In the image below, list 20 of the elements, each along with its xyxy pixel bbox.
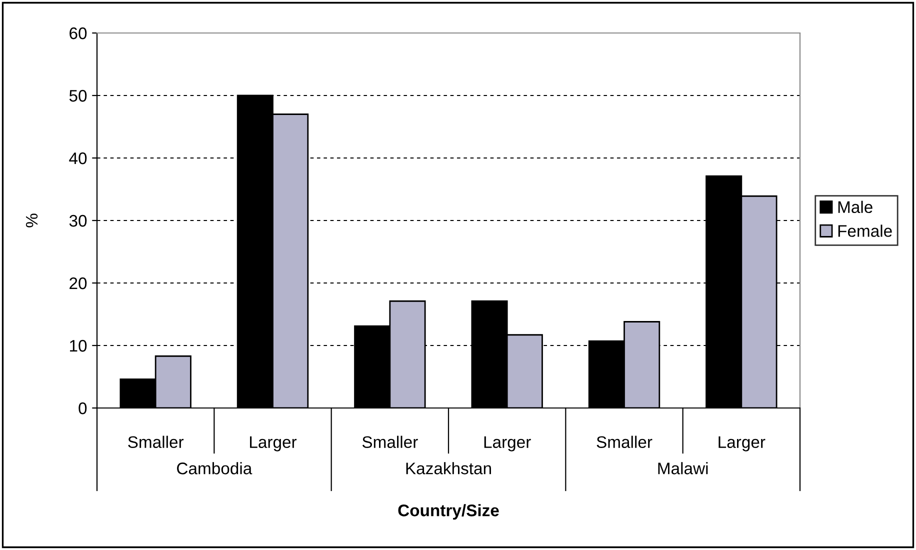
y-tick-label: 0 bbox=[78, 402, 87, 414]
y-tick-label: 50 bbox=[69, 90, 87, 102]
y-axis-title: % bbox=[26, 214, 38, 228]
y-tick-label: 20 bbox=[70, 277, 87, 290]
text: Kazakhstan bbox=[406, 462, 491, 474]
y-tick-label: 40 bbox=[69, 152, 87, 164]
legend-label: Male bbox=[838, 200, 872, 214]
text: Malawi bbox=[658, 462, 708, 474]
x-tick-label: Larger bbox=[250, 436, 297, 452]
y-tick-label: 10 bbox=[70, 340, 87, 352]
x-tick-label: Larger bbox=[718, 436, 766, 452]
x-tick-label: Larger bbox=[484, 436, 531, 452]
y-tick-label: 60 bbox=[70, 27, 87, 40]
x-axis-title: Country/Size bbox=[398, 504, 499, 520]
legend-label: Female bbox=[838, 224, 892, 237]
x-tick-label: Smaller bbox=[362, 436, 418, 448]
text: Cambodia bbox=[177, 462, 252, 474]
x-tick-label: Smaller bbox=[596, 436, 652, 448]
x-tick-label: Smaller bbox=[128, 436, 184, 448]
y-tick-label: 30 bbox=[69, 214, 87, 227]
